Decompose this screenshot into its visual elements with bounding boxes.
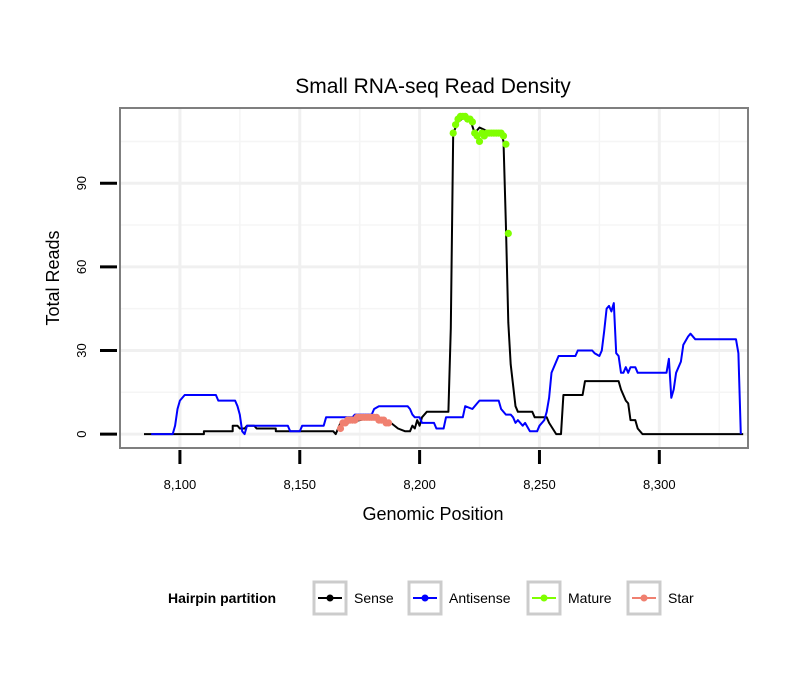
- plot-panel: [119, 107, 749, 449]
- legend-key-point-star: [640, 594, 648, 602]
- y-axis-title: Total Reads: [43, 230, 63, 325]
- y-tick-label: 0: [74, 430, 89, 437]
- series-point-mature: [449, 129, 457, 137]
- legend-item-sense: Sense: [312, 580, 394, 616]
- series-point-mature: [452, 121, 460, 129]
- legend-title: Hairpin partition: [168, 590, 276, 606]
- series-point-mature: [468, 118, 476, 126]
- legend-item-antisense: Antisense: [407, 580, 511, 616]
- series-point-mature: [499, 132, 508, 140]
- legend: Hairpin partition Sense Antisense Mature…: [168, 580, 694, 616]
- grid-major: [120, 108, 748, 448]
- series-point-mature: [504, 229, 512, 237]
- legend-key-point-antisense: [421, 594, 429, 602]
- x-tick-label: 8,200: [403, 477, 436, 492]
- y-tick-label: 60: [74, 260, 89, 274]
- legend-label-sense: Sense: [354, 590, 394, 606]
- series-point-star: [384, 419, 393, 427]
- x-tick-label: 8,300: [643, 477, 676, 492]
- series-point-star: [336, 424, 345, 433]
- legend-label-mature: Mature: [568, 590, 612, 606]
- legend-item-mature: Mature: [526, 580, 612, 616]
- legend-label-star: Star: [668, 590, 694, 606]
- y-tick-label: 30: [74, 343, 89, 357]
- series-point-mature: [475, 137, 484, 145]
- x-axis: 8,100 8,150 8,200 8,250 8,300: [164, 450, 676, 492]
- series-line-antisense: [151, 302, 742, 436]
- y-tick-label: 90: [74, 176, 89, 190]
- legend-key-point-sense: [326, 594, 334, 602]
- x-axis-title: Genomic Position: [362, 504, 503, 524]
- x-tick-label: 8,250: [523, 477, 556, 492]
- series-line-sense: [144, 115, 744, 436]
- x-tick-label: 8,100: [164, 477, 197, 492]
- legend-label-antisense: Antisense: [449, 590, 511, 606]
- x-tick-label: 8,150: [283, 477, 316, 492]
- series-point-mature: [502, 140, 510, 148]
- grid-minor: [119, 108, 748, 448]
- chart-title: Small RNA-seq Read Density: [295, 75, 571, 98]
- legend-item-star: Star: [626, 580, 694, 616]
- panel-border: [119, 107, 749, 449]
- series-layer: [144, 112, 744, 436]
- y-axis: 0 30 60 90: [74, 176, 117, 438]
- panel-background: [120, 108, 748, 448]
- legend-key-point-mature: [540, 594, 548, 602]
